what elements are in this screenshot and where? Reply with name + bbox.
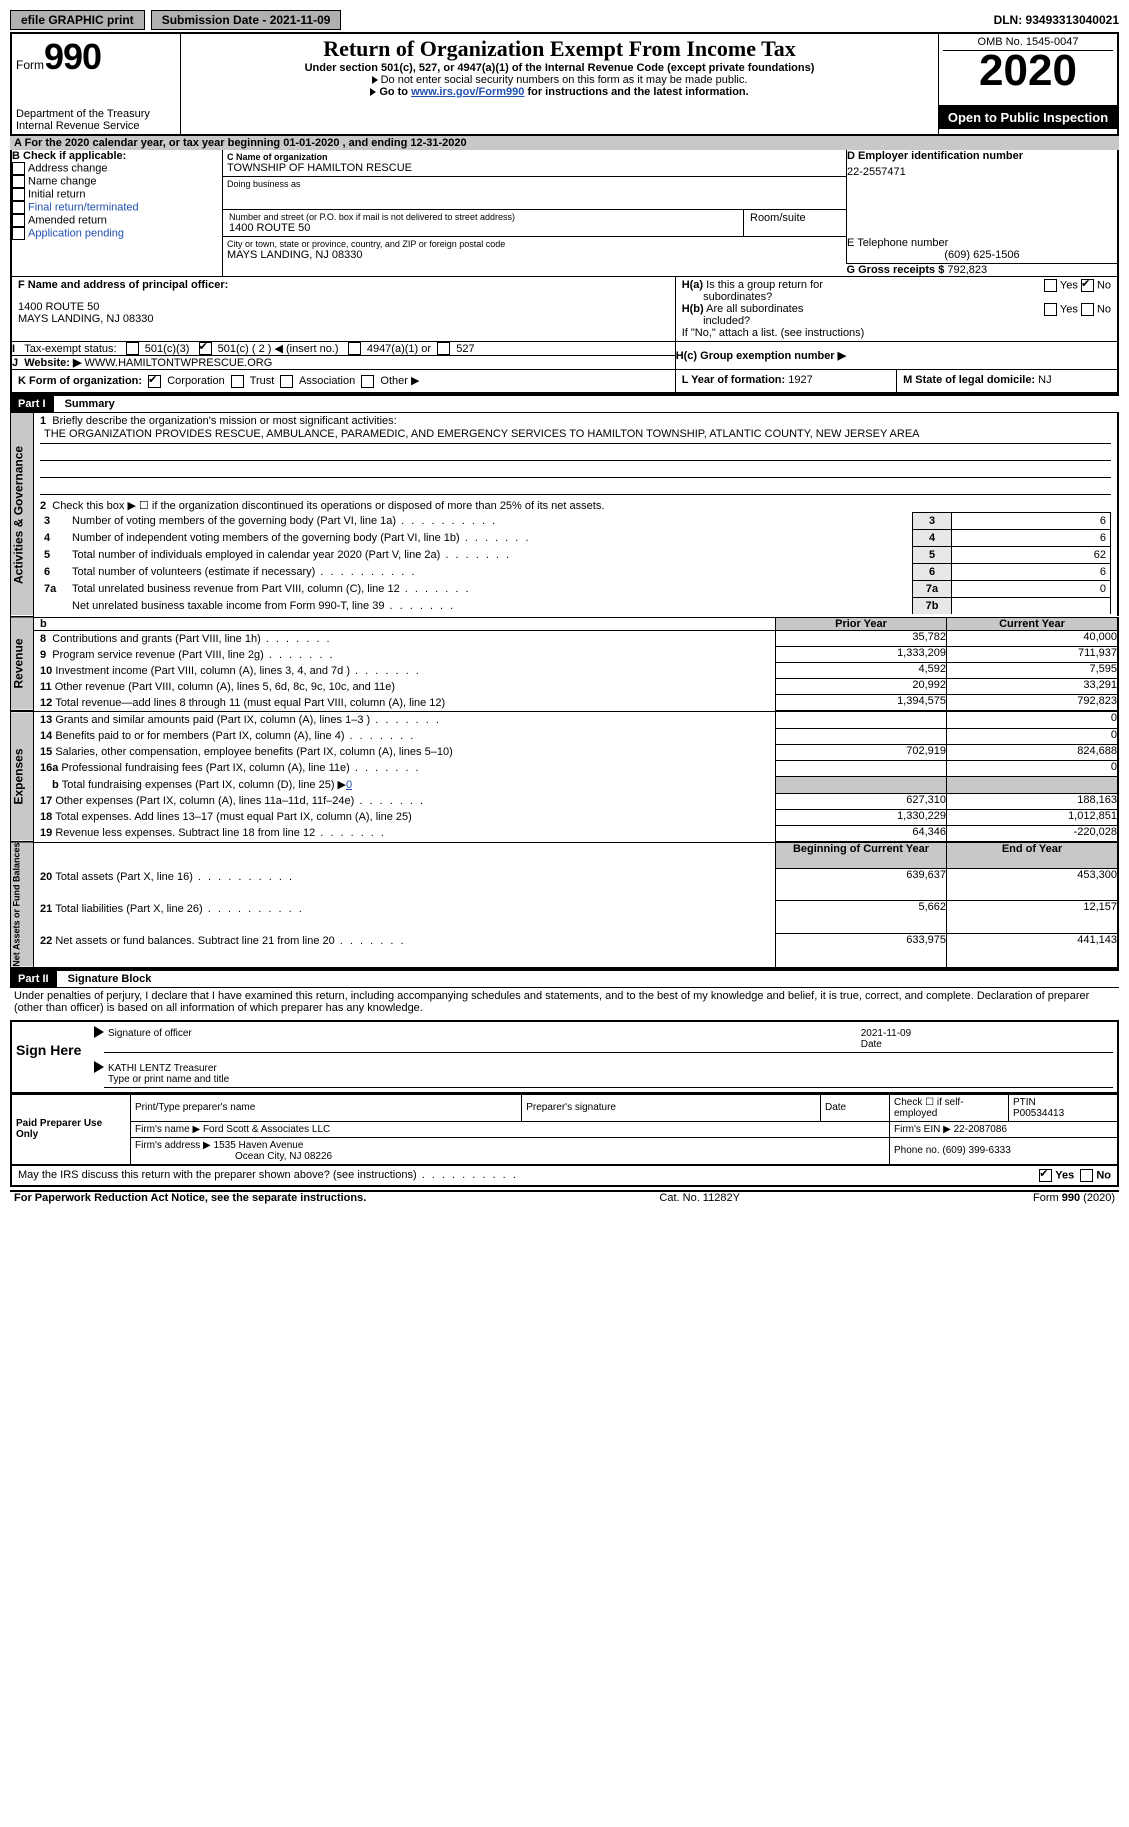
officer-addr2: MAYS LANDING, NJ 08330 <box>18 313 669 325</box>
activities-governance: Activities & Governance 1 Briefly descri… <box>10 413 1119 617</box>
checkbox-final-return[interactable] <box>12 201 25 214</box>
firm-address: 1535 Haven Avenue <box>214 1140 304 1151</box>
part2-header: Part II Signature Block <box>10 969 1119 988</box>
page-footer: For Paperwork Reduction Act Notice, see … <box>10 1190 1119 1204</box>
g-label: G Gross receipts $ <box>847 264 945 276</box>
city-state-zip: MAYS LANDING, NJ 08330 <box>227 249 842 261</box>
submission-date: Submission Date - 2021-11-09 <box>151 10 342 30</box>
street-label: Number and street (or P.O. box if mail i… <box>229 212 737 222</box>
gross-receipts: 792,823 <box>947 264 987 276</box>
form-number: 990 <box>44 36 101 77</box>
ha-yes[interactable] <box>1044 279 1057 292</box>
dln: DLN: 93493313040021 <box>994 13 1119 27</box>
discuss-row: May the IRS discuss this return with the… <box>10 1166 1119 1187</box>
mission-text: THE ORGANIZATION PROVIDES RESCUE, AMBULA… <box>40 427 1111 444</box>
hc-label: H(c) Group exemption number ▶ <box>676 350 846 362</box>
part1-header: Part I Summary <box>10 394 1119 413</box>
street-address: 1400 ROUTE 50 <box>229 222 737 234</box>
ha-no[interactable] <box>1081 279 1094 292</box>
checkbox-initial-return[interactable] <box>12 188 25 201</box>
arrow-icon <box>94 1061 104 1073</box>
telephone: (609) 625-1506 <box>847 249 1117 261</box>
vert-governance: Activities & Governance <box>11 413 34 616</box>
sub-title: Under section 501(c), 527, or 4947(a)(1)… <box>185 62 934 74</box>
tax-501c[interactable] <box>199 342 212 355</box>
tax-527[interactable] <box>437 342 450 355</box>
dba-label: Doing business as <box>227 179 842 189</box>
hb-note: If "No," attach a list. (see instruction… <box>682 327 1111 339</box>
city-label: City or town, state or province, country… <box>227 239 842 249</box>
top-bar: efile GRAPHIC print Submission Date - 20… <box>10 10 1119 30</box>
department: Department of the Treasury Internal Reve… <box>16 108 176 132</box>
sign-here-block: Sign Here Signature of officer 2021-11-0… <box>10 1020 1119 1094</box>
line3-val: 6 <box>952 513 1111 530</box>
rows-i-j: I Tax-exempt status: 501(c)(3) 501(c) ( … <box>10 341 1119 371</box>
line7b-val <box>952 598 1111 615</box>
checkbox-amended[interactable] <box>12 214 25 227</box>
open-public-badge: Open to Public Inspection <box>939 106 1117 129</box>
entity-info-block: B Check if applicable: Address change Na… <box>10 150 1119 276</box>
sig-officer-label: Signature of officer <box>104 1026 857 1053</box>
vert-net-assets: Net Assets or Fund Balances <box>11 842 34 968</box>
org-name: TOWNSHIP OF HAMILTON RESCUE <box>227 162 842 174</box>
hb-no[interactable] <box>1081 303 1094 316</box>
expenses-section: Expenses 13 Grants and similar amounts p… <box>10 711 1119 842</box>
room-suite-label: Room/suite <box>744 210 846 236</box>
line6-val: 6 <box>952 564 1111 581</box>
officer-addr1: 1400 ROUTE 50 <box>18 301 669 313</box>
form990-link[interactable]: www.irs.gov/Form990 <box>411 86 524 98</box>
line5-val: 62 <box>952 547 1111 564</box>
checkbox-app-pending[interactable] <box>12 227 25 240</box>
row-a-tax-year: A For the 2020 calendar year, or tax yea… <box>10 136 1119 150</box>
section-b-label: B Check if applicable: <box>12 150 222 162</box>
form-header: Form990 Department of the Treasury Inter… <box>10 32 1119 136</box>
net-assets-section: Net Assets or Fund Balances Beginning of… <box>10 842 1119 969</box>
line4-val: 6 <box>952 530 1111 547</box>
c-name-label: C Name of organization <box>227 152 842 162</box>
tax-501c3[interactable] <box>126 342 139 355</box>
k-corp[interactable] <box>148 375 161 388</box>
instr-1: Do not enter social security numbers on … <box>381 74 748 86</box>
sign-here-label: Sign Here <box>12 1022 90 1092</box>
tax-4947[interactable] <box>348 342 361 355</box>
ptin: P00534413 <box>1013 1108 1064 1119</box>
hb-yes[interactable] <box>1044 303 1057 316</box>
k-trust[interactable] <box>231 375 244 388</box>
discuss-no[interactable] <box>1080 1169 1093 1182</box>
officer-name: KATHI LENTZ Treasurer <box>108 1063 217 1074</box>
triangle-icon <box>370 88 376 96</box>
checkbox-address-change[interactable] <box>12 162 25 175</box>
efile-button[interactable]: efile GRAPHIC print <box>10 10 145 30</box>
section-d-label: D Employer identification number <box>847 150 1117 162</box>
rows-k-l-m: K Form of organization: Corporation Trus… <box>10 370 1119 394</box>
k-assoc[interactable] <box>280 375 293 388</box>
firm-phone: (609) 399-6333 <box>942 1145 1010 1156</box>
section-e-label: E Telephone number <box>847 237 1117 249</box>
officer-group-block: F Name and address of principal officer:… <box>10 276 1119 341</box>
penalties-text: Under penalties of perjury, I declare th… <box>10 988 1119 1016</box>
checkbox-name-change[interactable] <box>12 175 25 188</box>
k-other[interactable] <box>361 375 374 388</box>
form-label: Form <box>16 58 44 72</box>
main-title: Return of Organization Exempt From Incom… <box>185 36 934 62</box>
vert-revenue: Revenue <box>11 617 34 711</box>
line7a-val: 0 <box>952 581 1111 598</box>
instr-2-pre: Go to <box>379 86 411 98</box>
ein: 22-2557471 <box>847 162 1117 182</box>
firm-name: Ford Scott & Associates LLC <box>203 1124 330 1135</box>
f-label: F Name and address of principal officer: <box>18 279 228 291</box>
arrow-icon <box>94 1026 104 1038</box>
tax-year: 2020 <box>943 51 1113 91</box>
instr-2-post: for instructions and the latest informat… <box>524 86 748 98</box>
year-formation: 1927 <box>788 374 812 386</box>
vert-expenses: Expenses <box>11 712 34 842</box>
preparer-label: Paid Preparer Use Only <box>11 1094 131 1165</box>
revenue-section: Revenue b Prior Year Current Year 8 Cont… <box>10 617 1119 712</box>
triangle-icon <box>372 76 378 84</box>
website: WWW.HAMILTONTWPRESCUE.ORG <box>84 357 272 369</box>
state-domicile: NJ <box>1038 374 1051 386</box>
firm-ein: 22-2087086 <box>954 1124 1007 1135</box>
paid-preparer-block: Paid Preparer Use Only Print/Type prepar… <box>10 1094 1119 1166</box>
discuss-yes[interactable] <box>1039 1169 1052 1182</box>
